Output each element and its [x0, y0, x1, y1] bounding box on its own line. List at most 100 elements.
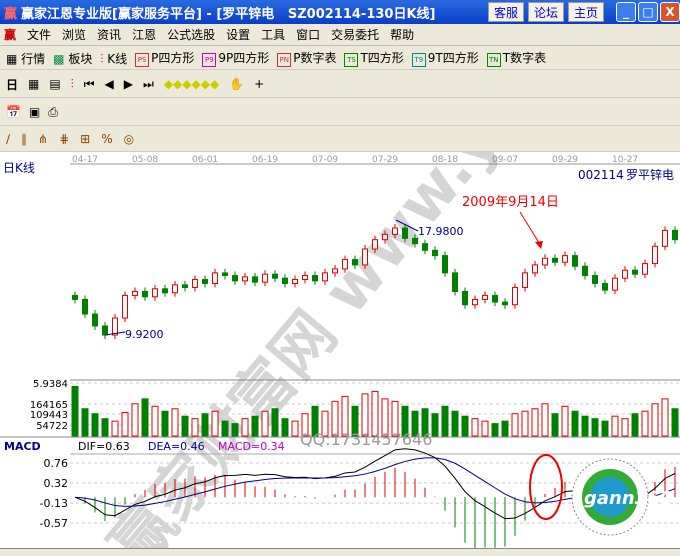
main-toolbar: ▦ 行情 ▩ 板块 ⫶ K线 PS P四方形 P9 9P四方形 PN P数字表 TS T… — [0, 47, 680, 70]
volume-bar — [481, 420, 489, 437]
9p-square-label: 9P四方形 — [218, 51, 270, 65]
volume-bar — [581, 415, 589, 437]
fib-tool-icon[interactable]: ⋕ — [59, 131, 70, 146]
period-selector[interactable]: 日 — [6, 77, 19, 92]
toolbar-9p-square[interactable]: P9 9P四方形 — [202, 49, 269, 67]
service-button[interactable]: 客服 — [487, 2, 524, 22]
toolbar-9t-square[interactable]: T9 9T四方形 — [411, 49, 479, 67]
volume-bar — [451, 410, 459, 437]
toolbar-sectors[interactable]: ▩ 板块 — [53, 51, 93, 66]
candle — [642, 263, 648, 275]
prev-icon[interactable]: ◀ — [104, 77, 114, 91]
volume-bar — [261, 410, 269, 437]
hand-icon[interactable]: ✋ — [229, 77, 245, 91]
grid-icon[interactable]: ▦ — [28, 77, 40, 91]
macd-tick: -0.13 — [40, 497, 68, 510]
volume-bar — [651, 403, 659, 437]
diamond-icon[interactable]: ◆◆◆◆◆◆ — [163, 77, 220, 91]
t9-icon: T9 — [411, 53, 426, 67]
candle — [602, 282, 608, 291]
candle — [522, 272, 528, 288]
circle-tool-icon[interactable]: ◎ — [123, 131, 135, 146]
chart-label: 日K线 — [3, 161, 35, 175]
volume-bar — [541, 403, 549, 437]
low-marker-line — [104, 331, 126, 336]
maximize-icon[interactable]: □ — [638, 2, 658, 22]
cross-icon[interactable]: + — [254, 77, 265, 91]
save-icon[interactable]: ▣ — [28, 105, 41, 119]
status-bar — [0, 548, 680, 556]
volume-bar — [151, 405, 159, 437]
candle — [152, 288, 158, 298]
candle — [362, 248, 368, 266]
line-tool-icon[interactable]: ∕ — [6, 131, 11, 146]
volume-bar — [641, 410, 649, 437]
calendar-icon[interactable]: 📅 — [6, 105, 21, 119]
ps-icon: PS — [135, 53, 150, 67]
candle — [492, 294, 498, 303]
last-icon[interactable]: ⏭ — [143, 76, 154, 91]
menu-trade[interactable]: 交易委托 — [331, 28, 380, 42]
candle — [572, 255, 578, 267]
candle — [402, 227, 408, 239]
gann-tool-icon[interactable]: ⊞ — [80, 131, 91, 146]
chart-icon[interactable]: ▤ — [49, 77, 61, 91]
candle — [482, 294, 488, 300]
toolbar-quotes[interactable]: ▦ 行情 — [6, 51, 46, 66]
menu-info[interactable]: 资讯 — [97, 28, 122, 42]
menu-help[interactable]: 帮助 — [390, 28, 415, 42]
low-price-label: 9.9200 — [125, 328, 164, 341]
parallel-tool-icon[interactable]: ∥ — [21, 131, 28, 146]
menu-tools[interactable]: 工具 — [261, 28, 286, 42]
date-tick: 08-18 — [432, 155, 458, 165]
menu-gann[interactable]: 江恩 — [132, 28, 157, 42]
menu-file[interactable]: 文件 — [27, 28, 52, 42]
home-button[interactable]: 主页 — [567, 2, 604, 22]
candle — [342, 259, 348, 270]
menu-settings[interactable]: 设置 — [226, 28, 251, 42]
volume-bar — [491, 423, 499, 437]
candle — [292, 279, 298, 284]
app-icon: 赢 — [4, 6, 18, 22]
toolbar-t-table[interactable]: TN T数字表 — [486, 49, 547, 67]
volume-bar — [291, 420, 299, 437]
menu-browse[interactable]: 浏览 — [62, 28, 87, 42]
volume-tick: 54722 — [36, 421, 68, 432]
window-title: 赢家江恩专业版[赢家服务平台] - [罗平锌电 SZ002114-130日K线] — [21, 6, 436, 22]
p-table-label: P数字表 — [293, 51, 337, 65]
date-tick: 07-09 — [312, 155, 338, 165]
toolbar-p-table[interactable]: PN P数字表 — [277, 49, 336, 67]
toolbar-p-square[interactable]: PS P四方形 — [135, 49, 194, 67]
volume-bar — [551, 413, 559, 437]
percent-tool-icon[interactable]: % — [101, 131, 113, 146]
toolbar-t-square[interactable]: TS T四方形 — [344, 49, 404, 67]
menu-window[interactable]: 窗口 — [296, 28, 321, 42]
fan-tool-icon[interactable]: ⋔ — [38, 131, 49, 146]
volume-bar — [231, 423, 239, 437]
minimize-icon[interactable]: _ — [616, 2, 636, 22]
volume-bar — [141, 398, 149, 437]
candle — [82, 298, 88, 315]
drawing-toolbar: ∕ ∥ ⋔ ⋕ ⊞% ◎ — [0, 126, 680, 152]
close-icon[interactable]: X — [660, 2, 680, 22]
print-icon[interactable]: ⎙ — [48, 104, 58, 119]
candle — [662, 229, 668, 247]
first-icon[interactable]: ⏮ — [83, 76, 95, 91]
toolbar-kline[interactable]: ⫶ K线 — [100, 51, 128, 66]
volume-bar — [91, 413, 99, 437]
next-icon[interactable]: ▶ — [123, 77, 133, 91]
volume-bar — [501, 420, 509, 437]
date-tick: 06-01 — [192, 155, 218, 165]
volume-bar — [341, 395, 349, 437]
candle — [102, 325, 108, 336]
menu-formula[interactable]: 公式选股 — [167, 28, 216, 42]
candle — [562, 255, 568, 263]
date-tick: 04-17 — [72, 155, 98, 165]
kline-icon[interactable]: ⫶ — [70, 76, 74, 91]
forum-button[interactable]: 论坛 — [527, 2, 564, 22]
t-table-label: T数字表 — [502, 51, 547, 65]
volume-bar — [631, 413, 639, 437]
volume-bar — [171, 408, 179, 437]
